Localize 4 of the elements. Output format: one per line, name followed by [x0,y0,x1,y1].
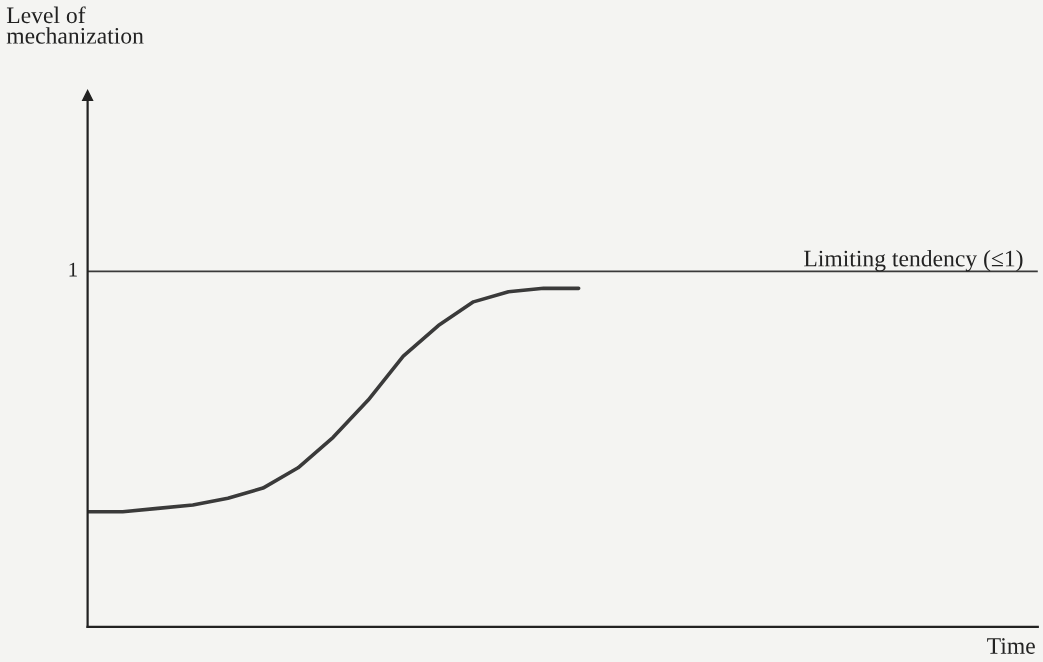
text: Level of mechanization [6,6,144,44]
ref-line-label: Limiting tendency (≤1) [804,249,1023,272]
text: 1 [69,262,77,277]
text: Time [987,638,1035,654]
